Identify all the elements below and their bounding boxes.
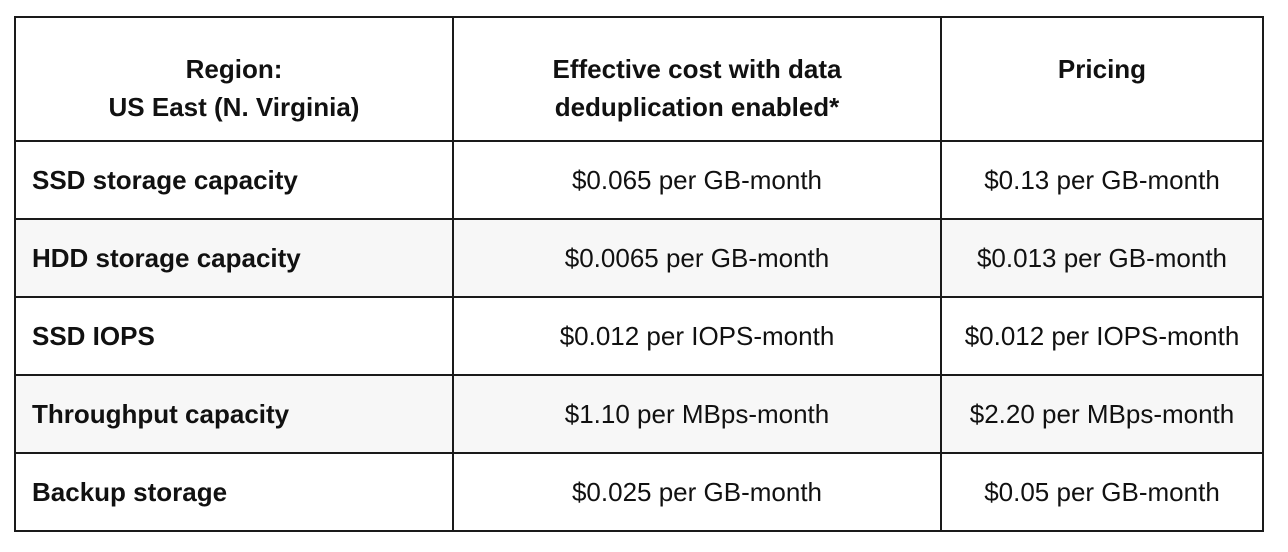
table-row: Throughput capacity $1.10 per MBps-month… bbox=[14, 374, 1264, 454]
pricing-cell: $0.012 per IOPS-month bbox=[940, 296, 1264, 376]
row-label: SSD storage capacity bbox=[14, 140, 454, 220]
header-pricing-line-1: Pricing bbox=[1057, 54, 1147, 84]
pricing-cell: $0.13 per GB-month bbox=[940, 140, 1264, 220]
effective-cost-cell: $0.012 per IOPS-month bbox=[452, 296, 942, 376]
table-row: SSD IOPS $0.012 per IOPS-month $0.012 pe… bbox=[14, 296, 1264, 376]
row-label: Throughput capacity bbox=[14, 374, 454, 454]
row-label: SSD IOPS bbox=[14, 296, 454, 376]
table-row: SSD storage capacity $0.065 per GB-month… bbox=[14, 140, 1264, 220]
header-region-line-1: Region: bbox=[185, 54, 283, 84]
header-region: Region: US East (N. Virginia) bbox=[14, 16, 454, 142]
pricing-table-container: Region: US East (N. Virginia) Effective … bbox=[14, 16, 1264, 532]
effective-cost-cell: $0.025 per GB-month bbox=[452, 452, 942, 532]
pricing-cell: $0.013 per GB-month bbox=[940, 218, 1264, 298]
pricing-cell: $2.20 per MBps-month bbox=[940, 374, 1264, 454]
row-label: HDD storage capacity bbox=[14, 218, 454, 298]
row-label: Backup storage bbox=[14, 452, 454, 532]
effective-cost-cell: $0.0065 per GB-month bbox=[452, 218, 942, 298]
header-effective-cost: Effective cost with data deduplication e… bbox=[452, 16, 942, 142]
pricing-cell: $0.05 per GB-month bbox=[940, 452, 1264, 532]
header-effective-line-1: Effective cost with data bbox=[552, 54, 842, 84]
header-effective-line-2: deduplication enabled* bbox=[554, 92, 840, 122]
header-row: Region: US East (N. Virginia) Effective … bbox=[14, 16, 1264, 142]
effective-cost-cell: $0.065 per GB-month bbox=[452, 140, 942, 220]
header-pricing: Pricing bbox=[940, 16, 1264, 142]
effective-cost-cell: $1.10 per MBps-month bbox=[452, 374, 942, 454]
table-row: HDD storage capacity $0.0065 per GB-mont… bbox=[14, 218, 1264, 298]
table-row: Backup storage $0.025 per GB-month $0.05… bbox=[14, 452, 1264, 532]
pricing-table: Region: US East (N. Virginia) Effective … bbox=[14, 16, 1264, 532]
header-region-line-2: US East (N. Virginia) bbox=[108, 92, 360, 122]
